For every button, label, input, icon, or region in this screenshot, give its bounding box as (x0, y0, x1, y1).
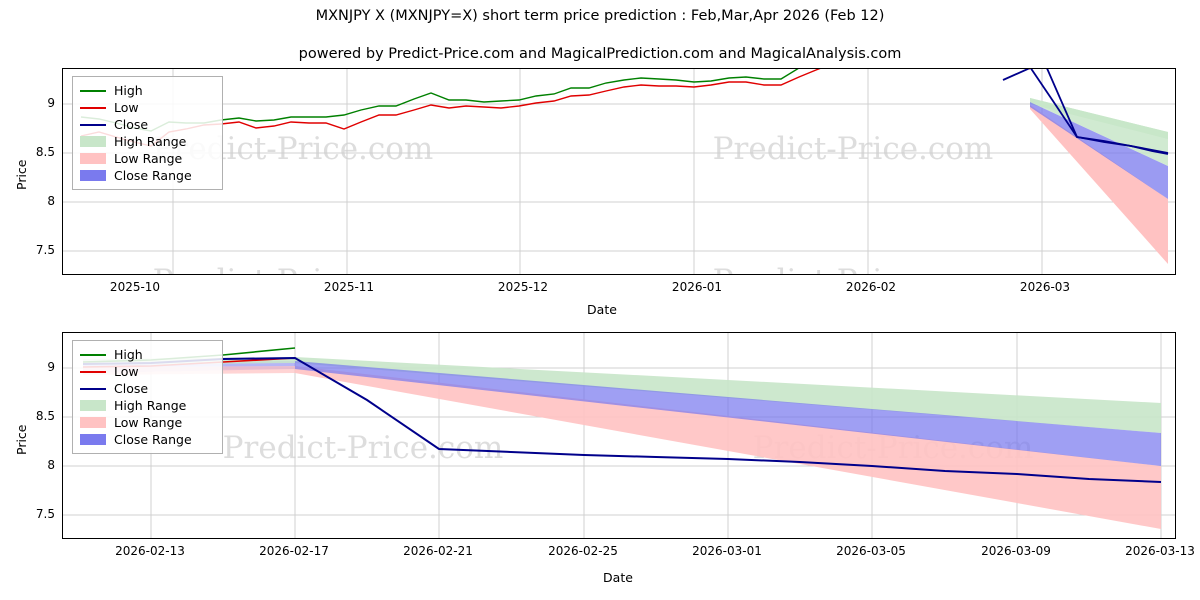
legend-item-high: High (80, 82, 214, 99)
bottom-plot-area: Predict-Price.com Predict-Price.com (62, 332, 1176, 539)
grid-lines (63, 69, 1175, 274)
legend-label-high: High (114, 347, 143, 362)
bottom-plot-svg: Predict-Price.com Predict-Price.com (63, 333, 1175, 538)
legend-key-high (80, 89, 106, 92)
top-xtick-5: 2026-03 (1019, 280, 1071, 294)
bottom-yaxis-label: Price (14, 424, 29, 456)
bottom-xtick-4: 2026-03-01 (692, 544, 762, 558)
legend-label-low: Low (114, 364, 139, 379)
close-series-forecast (1030, 69, 1169, 154)
bottom-xtick-5: 2026-03-05 (836, 544, 906, 558)
legend-label-high: High (114, 83, 143, 98)
legend-label-close: Close (114, 381, 149, 396)
top-xtick-1: 2025-11 (323, 280, 375, 294)
top-chart-panel: Predict-Price.com Predict-Price.com Pred… (14, 68, 1176, 317)
legend-item-close: Close (80, 116, 214, 133)
page-title: MXNJPY X (MXNJPY=X) short term price pre… (315, 8, 885, 24)
bottom-xtick-6: 2026-03-09 (981, 544, 1051, 558)
top-ytick-7.5: 7.5 (35, 243, 55, 257)
high-series-line (80, 69, 799, 132)
legend-patch-close-range (80, 434, 106, 445)
low-series-line (80, 69, 1030, 147)
bottom-legend: High Low Close High Range Low Range Clos… (72, 340, 223, 454)
legend-patch-high-range (80, 136, 106, 147)
legend-item-low-range: Low Range (80, 150, 214, 167)
top-xtick-3: 2026-01 (671, 280, 723, 294)
legend-item-close-range: Close Range (80, 167, 214, 184)
legend-item-high: High (80, 346, 214, 363)
top-plot-area: Predict-Price.com Predict-Price.com Pred… (62, 68, 1176, 275)
top-xtick-4: 2026-02 (845, 280, 897, 294)
legend-patch-low-range (80, 153, 106, 164)
close-series-line (82, 356, 1162, 483)
legend-label-close-range: Close Range (114, 168, 192, 183)
legend-patch-close-range (80, 170, 106, 181)
bottom-ytick-7.5: 7.5 (35, 507, 55, 521)
watermark-text: Predict-Price.com (223, 430, 504, 466)
legend-label-low-range: Low Range (114, 415, 183, 430)
top-ytick-8.0: 8 (47, 194, 55, 208)
bottom-xtick-3: 2026-02-25 (548, 544, 618, 558)
top-xaxis-label: Date (587, 302, 617, 317)
top-xtick-2: 2025-12 (497, 280, 549, 294)
top-legend: High Low Close High Range Low Range Clos… (72, 76, 223, 190)
bottom-xtick-1: 2026-02-17 (259, 544, 329, 558)
legend-label-low-range: Low Range (114, 151, 183, 166)
legend-key-close (80, 387, 106, 390)
legend-label-close-range: Close Range (114, 432, 192, 447)
close-range-area (295, 361, 1161, 466)
legend-key-high (80, 353, 106, 356)
legend-key-low (80, 106, 106, 109)
close-range-area (1030, 102, 1168, 199)
legend-label-high-range: High Range (114, 398, 187, 413)
bottom-xaxis-label: Date (603, 570, 633, 585)
watermark-text: Predict-Price.com (153, 263, 434, 274)
page-subtitle: powered by Predict-Price.com and Magical… (298, 46, 902, 62)
bottom-ytick-8.5: 8.5 (35, 409, 55, 423)
low-range-area (295, 366, 1161, 529)
watermark-text: Predict-Price.com (713, 263, 994, 274)
legend-item-high-range: High Range (80, 397, 214, 414)
legend-label-high-range: High Range (114, 134, 187, 149)
legend-key-close (80, 123, 106, 126)
legend-item-low: Low (80, 363, 214, 380)
legend-label-close: Close (114, 117, 149, 132)
top-ytick-8.5: 8.5 (35, 145, 55, 159)
top-yaxis-label: Price (14, 159, 29, 191)
legend-patch-high-range (80, 400, 106, 411)
legend-key-low (80, 370, 106, 373)
top-ytick-9.0: 9 (47, 96, 55, 110)
watermark-text: Predict-Price.com (713, 131, 994, 167)
bottom-xtick-7: 2026-03-13 (1125, 544, 1195, 558)
high-range-area (295, 357, 1161, 433)
high-range-upper (1030, 98, 1168, 166)
top-xtick-0: 2025-10 (109, 280, 161, 294)
legend-patch-low-range (80, 417, 106, 428)
legend-item-close-range: Close Range (80, 431, 214, 448)
bottom-xtick-2: 2026-02-21 (403, 544, 473, 558)
bottom-xtick-0: 2026-02-13 (115, 544, 185, 558)
legend-item-low: Low (80, 99, 214, 116)
legend-item-high-range: High Range (80, 133, 214, 150)
legend-label-low: Low (114, 100, 139, 115)
top-plot-svg: Predict-Price.com Predict-Price.com Pred… (63, 69, 1175, 274)
legend-item-close: Close (80, 380, 214, 397)
legend-item-low-range: Low Range (80, 414, 214, 431)
bottom-chart-panel: Predict-Price.com Predict-Price.com (0, 320, 1200, 600)
low-range-area (1030, 105, 1168, 264)
bottom-ytick-8.0: 8 (47, 458, 55, 472)
bottom-ytick-9.0: 9 (47, 360, 55, 374)
